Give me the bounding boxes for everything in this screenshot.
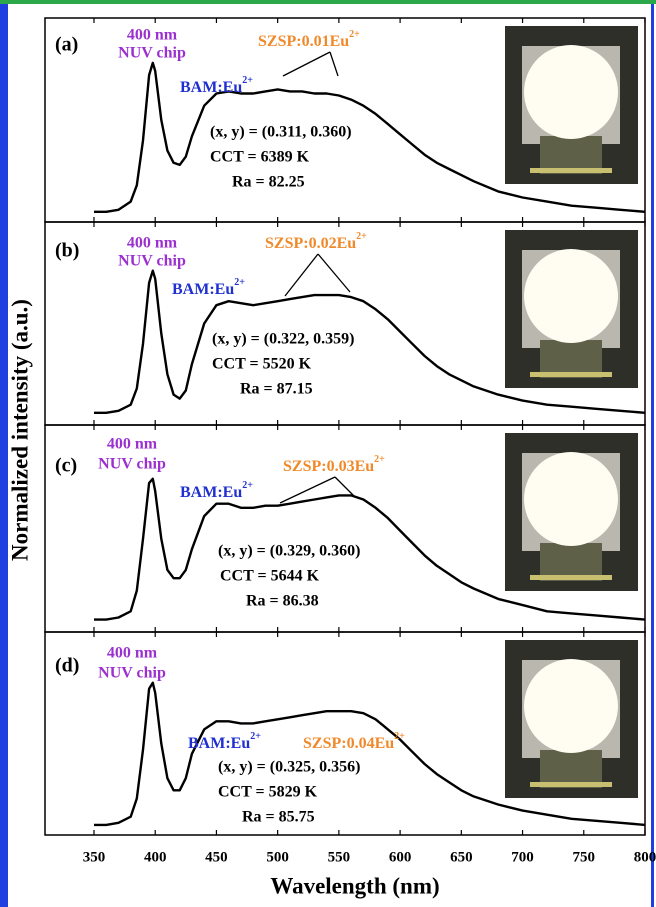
bam-label: BAM:Eu2+	[180, 75, 253, 95]
panel-label: (d)	[55, 655, 79, 677]
stats-label: CCT = 6389 K	[210, 149, 310, 166]
panel-label: (c)	[55, 455, 77, 477]
photo-leg	[540, 750, 602, 788]
stats-label: (x, y) = (0.322, 0.359)	[212, 331, 354, 348]
inset-photo	[505, 433, 638, 591]
stats-label: (x, y) = (0.329, 0.360)	[218, 543, 360, 560]
bam-label: BAM:Eu2+	[188, 731, 261, 751]
photo-led	[524, 452, 618, 546]
photo-led	[524, 659, 618, 753]
x-tick-label: 400	[144, 849, 167, 865]
bam-label-sup: 2+	[234, 277, 245, 288]
spectrum-line	[94, 681, 646, 827]
szsp-label-text: SZSP:0.04Eu	[303, 735, 394, 752]
arrow	[282, 51, 331, 77]
photo-led	[524, 45, 618, 139]
spectrum-line	[94, 61, 646, 213]
photo-base	[530, 168, 612, 173]
chip-label: NUV chip	[118, 45, 186, 62]
chip-label: 400 nm	[127, 235, 178, 252]
bam-label-sup: 2+	[242, 480, 253, 491]
szsp-label-text: SZSP:0.01Eu	[258, 33, 349, 50]
szsp-label: SZSP:0.04Eu2+	[303, 731, 405, 751]
chip-label: 400 nm	[127, 27, 178, 44]
left-border	[0, 4, 8, 907]
bam-label-text: BAM:Eu	[172, 281, 234, 298]
szsp-label-text: SZSP:0.02Eu	[265, 235, 356, 252]
stats-label: CCT = 5644 K	[220, 568, 320, 585]
x-tick-label: 800	[634, 849, 656, 865]
x-tick-label: 600	[389, 849, 412, 865]
stats-label: Ra = 85.75	[242, 809, 315, 826]
right-border	[651, 4, 654, 907]
szsp-label-sup: 2+	[349, 29, 360, 40]
photo-leg	[540, 543, 602, 581]
arrow	[334, 476, 356, 498]
chip-label: NUV chip	[98, 456, 166, 473]
spectrum-line	[94, 269, 646, 414]
szsp-label: SZSP:0.01Eu2+	[258, 29, 360, 49]
arrow	[329, 51, 339, 77]
x-tick-label: 700	[511, 849, 534, 865]
inset-photo	[505, 640, 638, 798]
panel-label: (a)	[55, 34, 78, 56]
stats-label: (x, y) = (0.311, 0.360)	[210, 124, 352, 141]
plot-frame	[44, 631, 646, 836]
x-tick-label: 500	[266, 849, 289, 865]
stats-label: (x, y) = (0.325, 0.356)	[218, 759, 360, 776]
chip-label: 400 nm	[107, 436, 158, 453]
stats-label: CCT = 5829 K	[218, 784, 318, 801]
arrow	[317, 253, 351, 293]
x-tick-label: 650	[450, 849, 473, 865]
photo-leg	[540, 340, 602, 378]
y-axis-label: Normalized intensity (a.u.)	[7, 299, 32, 561]
photo-base	[530, 372, 612, 377]
stats-label: CCT = 5520 K	[212, 356, 312, 373]
panel-label: (b)	[55, 240, 79, 262]
bam-label-text: BAM:Eu	[180, 79, 242, 96]
inset-photo	[505, 26, 638, 184]
szsp-label: SZSP:0.02Eu2+	[265, 231, 367, 251]
bam-label: BAM:Eu2+	[172, 277, 245, 297]
chip-label: NUV chip	[118, 253, 186, 270]
x-tick-label: 450	[205, 849, 228, 865]
szsp-label-sup: 2+	[394, 731, 405, 742]
chip-label: 400 nm	[107, 645, 158, 662]
bam-label-text: BAM:Eu	[180, 484, 242, 501]
photo-led	[524, 249, 618, 343]
bam-label-text: BAM:Eu	[188, 735, 250, 752]
top-border	[0, 0, 656, 4]
bam-label: BAM:Eu2+	[180, 480, 253, 500]
photo-base	[530, 575, 612, 580]
chip-label: NUV chip	[98, 665, 166, 682]
szsp-label-sup: 2+	[374, 454, 385, 465]
x-tick-label: 750	[573, 849, 596, 865]
x-tick-label: 350	[83, 849, 106, 865]
x-axis-label: Wavelength (nm)	[270, 873, 439, 898]
szsp-label-sup: 2+	[356, 231, 367, 242]
spectrum-line	[94, 477, 646, 621]
inset-photo	[505, 230, 638, 388]
stats-label: Ra = 86.38	[246, 593, 319, 610]
stats-label: Ra = 87.15	[240, 381, 313, 398]
szsp-label-text: SZSP:0.03Eu	[283, 458, 374, 475]
photo-leg	[540, 136, 602, 174]
szsp-label: SZSP:0.03Eu2+	[283, 454, 385, 474]
arrow	[284, 253, 319, 297]
arrow	[279, 476, 336, 504]
photo-base	[530, 782, 612, 787]
bam-label-sup: 2+	[250, 731, 261, 742]
stats-label: Ra = 82.25	[232, 174, 305, 191]
x-tick-label: 550	[328, 849, 351, 865]
bam-label-sup: 2+	[242, 75, 253, 86]
